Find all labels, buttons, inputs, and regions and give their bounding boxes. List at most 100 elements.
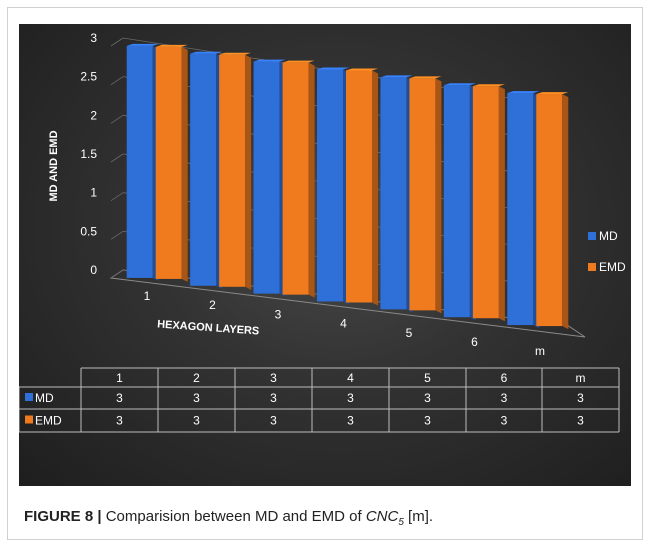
x-tick-label: 3 [275,307,282,321]
caption-math-main: CNC [365,508,399,525]
bar-top-md [253,59,286,62]
bar-side-emd [435,78,442,314]
bar-md-5 [380,77,407,310]
table-header-cell: 3 [270,371,277,385]
bar-side-emd [372,70,378,306]
table-row-label: MD [35,391,54,405]
bar-top-emd [346,68,378,71]
chart-panel: 0 0.5 1 1.5 2 2.5 3 1 2 3 4 5 6 m MD AND EMD HEXAGON… [19,24,631,486]
x-tick-label: 6 [471,335,478,349]
bar-top-emd [282,60,315,63]
gridline-side [110,269,124,279]
gridline-side [110,153,124,163]
figure-label: FIGURE 8 | [24,508,102,525]
table-cell: 3 [270,391,277,405]
y-tick-label: 1 [90,186,97,200]
gridline-side [110,76,124,85]
gridline-side [110,231,124,240]
bar-md-1 [126,45,153,278]
bar-top-md [190,51,223,54]
y-tick-label: 3 [90,31,97,45]
table-cell: 3 [577,391,584,405]
bar-side-emd [498,86,505,322]
bar-top-md [443,83,476,86]
y-axis-label: MD AND EMD [48,130,60,201]
bar-side-emd [562,94,569,330]
bar-md-4 [317,69,343,302]
table-header-cell: 4 [347,371,354,385]
legend-label-emd: EMD [599,260,626,274]
bar-md-2 [190,53,217,286]
bar-top-emd [409,76,442,79]
bar-emd-2 [219,54,246,287]
legend-swatch-emd [588,263,596,271]
table-cell: 3 [116,391,123,405]
table-header-cell: 2 [193,371,200,385]
bar-emd-3 [282,62,309,295]
x-tick-label: 2 [209,298,216,312]
table-row-swatch [25,393,33,401]
x-tick-labels: 1 2 3 4 5 6 m [144,289,545,358]
bar-top-emd [536,92,569,95]
table-cell: 3 [116,414,123,428]
table-cell: 3 [347,391,354,405]
y-tick-label: 0 [90,263,97,277]
gridline-side [110,37,124,47]
table-cell: 3 [424,414,431,428]
bar-top-md [317,67,349,70]
bar-side-emd [308,62,315,298]
y-tick-label: 0.5 [80,224,97,238]
caption-text-before: Comparision between MD and EMD of [101,508,366,525]
x-tick-label: 5 [406,326,413,340]
caption-text-after: [m]. [403,508,434,525]
bar-top-md [380,75,413,78]
bar-emd-4 [346,70,372,303]
x-tick-label: 1 [144,289,151,303]
table-header-cell: 6 [501,371,508,385]
gridline-side [110,115,124,124]
table-cell: 3 [501,391,508,405]
caption-math-sub: 5 [398,517,404,528]
bar-emd-6 [472,86,499,319]
bar-emd-m [536,94,563,327]
legend-swatch-md [588,232,596,240]
bar-md-6 [443,85,470,318]
x-axis-label: HEXAGON LAYERS [157,318,260,337]
table-header-cell: m [576,371,586,385]
legend: MD EMD [588,229,626,274]
gridline-side [110,192,124,201]
bar-top-emd [219,52,252,55]
bars [126,43,569,330]
table-row-label: EMD [35,414,62,428]
y-tick-label: 1.5 [80,147,97,161]
table-cell: 3 [193,414,200,428]
chart-svg: 0 0.5 1 1.5 2 2.5 3 1 2 3 4 5 6 m MD AND EMD HEXAGON… [19,31,626,433]
data-table: 1 2 3 4 5 6 m MD 3 3 3 3 3 3 3 EMD 3 3 3 3 3 3 3 [19,367,620,433]
bar-side-emd [245,54,252,290]
x-tick-label: m [535,344,545,358]
bar-md-3 [253,61,280,294]
y-tick-label: 2 [90,108,97,122]
table-header-cell: 5 [424,371,431,385]
bar-md-m [507,93,534,326]
bar-top-emd [155,44,188,47]
table-cell: 3 [193,391,200,405]
table-row-swatch [25,415,33,424]
table-header-cell: 1 [116,371,123,385]
table-cell: 3 [347,414,354,428]
table-cell: 3 [270,414,277,428]
bar-top-md [126,43,159,46]
figure-caption: FIGURE 8 | Comparision between MD and EM… [24,508,433,528]
bar-emd-5 [409,78,436,311]
bar-emd-1 [155,46,182,279]
x-tick-label: 4 [340,317,347,331]
bar-top-md [507,91,540,94]
y-tick-labels: 0 0.5 1 1.5 2 2.5 3 [80,31,97,277]
table-cell: 3 [577,414,584,428]
table-cell: 3 [424,391,431,405]
bar-top-emd [472,84,505,87]
y-tick-label: 2.5 [80,70,97,84]
bar-side-emd [181,46,188,282]
table-cell: 3 [501,414,508,428]
legend-label-md: MD [599,229,618,243]
